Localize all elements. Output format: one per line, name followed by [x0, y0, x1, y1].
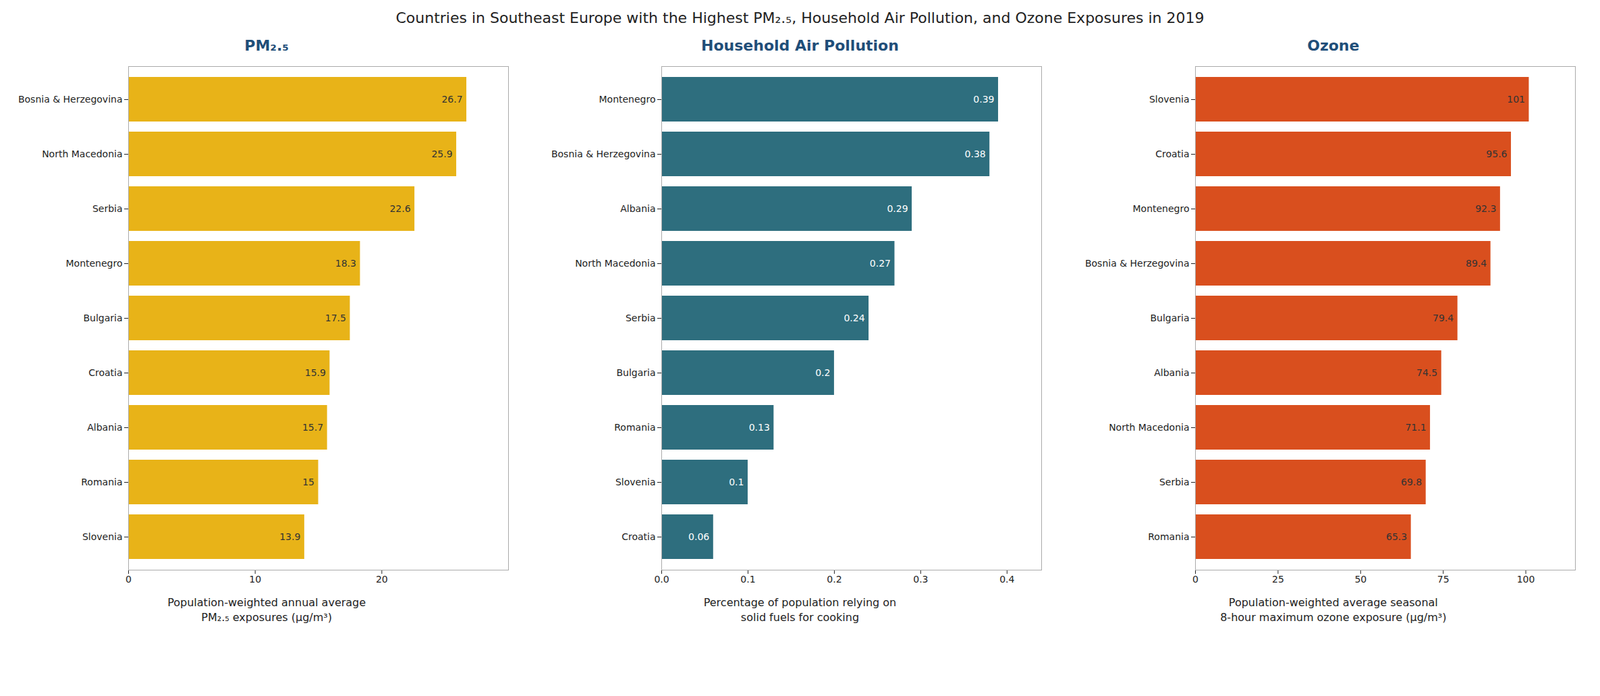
svg-text:0: 0	[125, 573, 132, 585]
svg-text:92.3: 92.3	[1475, 203, 1497, 214]
svg-text:95.6: 95.6	[1485, 148, 1507, 160]
svg-text:25: 25	[1272, 573, 1285, 585]
svg-text:18.3: 18.3	[335, 257, 357, 269]
svg-text:Romania: Romania	[1147, 531, 1190, 542]
svg-text:71.1: 71.1	[1404, 421, 1426, 433]
svg-text:0.2: 0.2	[815, 367, 831, 378]
svg-text:Bosnia & Herzegovina: Bosnia & Herzegovina	[1085, 257, 1190, 269]
html-text:Countries in Southeast Europe: Countries in Southeast Europe with the H…	[395, 9, 1205, 27]
svg-text:0.4: 0.4	[1000, 573, 1015, 585]
svg-text:0.38: 0.38	[964, 148, 986, 160]
svg-text:13.9: 13.9	[279, 531, 301, 542]
svg-text:0.0: 0.0	[654, 573, 670, 585]
svg-text:Croatia: Croatia	[622, 531, 656, 542]
svg-text:Serbia: Serbia	[1159, 476, 1190, 488]
svg-text:20: 20	[375, 573, 389, 585]
svg-text:101: 101	[1506, 93, 1526, 105]
svg-text:Croatia: Croatia	[1155, 148, 1190, 160]
svg-text:North Macedonia: North Macedonia	[575, 257, 656, 269]
svg-text:0.2: 0.2	[827, 573, 843, 585]
html-text:PM₂.₅: PM₂.₅	[244, 37, 289, 54]
svg-text:Romania: Romania	[614, 421, 656, 433]
html-text:Percentage of population relyi: Percentage of population relying on soli…	[703, 595, 897, 624]
svg-text:0.39: 0.39	[973, 93, 995, 105]
svg-text:Albania: Albania	[620, 203, 656, 214]
svg-text:Albania: Albania	[1153, 367, 1190, 378]
svg-text:10: 10	[249, 573, 262, 585]
svg-text:North Macedonia: North Macedonia	[41, 148, 123, 160]
svg-text:89.4: 89.4	[1465, 257, 1487, 269]
svg-text:69.8: 69.8	[1400, 476, 1422, 488]
svg-text:0.1: 0.1	[740, 573, 756, 585]
svg-text:0.29: 0.29	[887, 203, 909, 214]
svg-text:0: 0	[1192, 573, 1199, 585]
svg-text:15.9: 15.9	[305, 367, 326, 378]
svg-text:Montenegro: Montenegro	[599, 93, 656, 105]
svg-text:65.3: 65.3	[1386, 531, 1408, 542]
svg-text:Slovenia: Slovenia	[615, 476, 656, 488]
svg-text:0.3: 0.3	[913, 573, 929, 585]
svg-text:74.5: 74.5	[1416, 367, 1438, 378]
svg-text:79.4: 79.4	[1432, 312, 1454, 324]
svg-text:0.06: 0.06	[688, 531, 710, 542]
svg-text:Bulgaria: Bulgaria	[616, 367, 656, 378]
html-text:Population-weighted average se: Population-weighted average seasonal 8-h…	[1220, 595, 1447, 624]
svg-text:North Macedonia: North Macedonia	[1108, 421, 1190, 433]
svg-text:Bulgaria: Bulgaria	[1149, 312, 1190, 324]
svg-text:25.9: 25.9	[431, 148, 453, 160]
html-text:Ozone: Ozone	[1307, 37, 1360, 54]
svg-text:Croatia: Croatia	[88, 367, 123, 378]
svg-text:0.1: 0.1	[729, 476, 745, 488]
svg-text:Slovenia: Slovenia	[82, 531, 123, 542]
svg-text:Bosnia & Herzegovina: Bosnia & Herzegovina	[551, 148, 656, 160]
svg-text:0.13: 0.13	[749, 421, 770, 433]
svg-text:50: 50	[1354, 573, 1367, 585]
svg-text:Bosnia & Herzegovina: Bosnia & Herzegovina	[18, 93, 123, 105]
svg-text:22.6: 22.6	[390, 203, 411, 214]
svg-text:Slovenia: Slovenia	[1149, 93, 1190, 105]
svg-text:15.7: 15.7	[302, 421, 324, 433]
svg-text:Montenegro: Montenegro	[1132, 203, 1190, 214]
svg-text:26.7: 26.7	[442, 93, 463, 105]
html-text:Population-weighted annual ave: Population-weighted annual average PM₂.₅…	[167, 595, 366, 624]
svg-text:100: 100	[1516, 573, 1536, 585]
svg-text:0.24: 0.24	[844, 312, 866, 324]
svg-text:Romania: Romania	[80, 476, 123, 488]
svg-text:17.5: 17.5	[325, 312, 347, 324]
svg-text:Serbia: Serbia	[92, 203, 123, 214]
svg-text:0.27: 0.27	[869, 257, 891, 269]
svg-text:15: 15	[302, 476, 315, 488]
svg-text:Montenegro: Montenegro	[66, 257, 123, 269]
svg-text:75: 75	[1437, 573, 1450, 585]
svg-text:Albania: Albania	[87, 421, 123, 433]
html-text:Household Air Pollution: Household Air Pollution	[701, 37, 899, 54]
svg-text:Bulgaria: Bulgaria	[83, 312, 123, 324]
svg-text:Serbia: Serbia	[625, 312, 656, 324]
